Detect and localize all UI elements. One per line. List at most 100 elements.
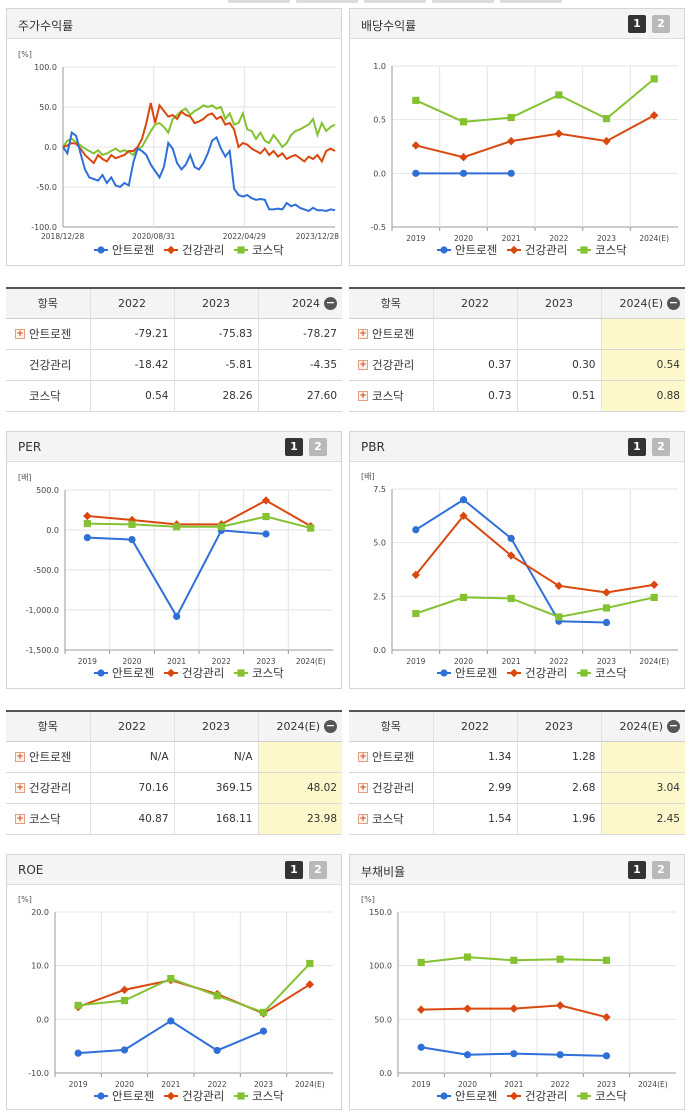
- expand-icon[interactable]: +: [358, 391, 368, 401]
- debt-ratio-chart: [%] 150.0 100.0 50.0 0.0 2019 2020 2021 2022 2023…: [361, 895, 676, 1103]
- data-point: [262, 530, 270, 538]
- value-cell: 0.73: [432, 380, 517, 412]
- expand-icon[interactable]: +: [358, 783, 368, 793]
- view-2-button[interactable]: 2: [652, 861, 670, 879]
- data-point: [602, 1012, 611, 1022]
- data-point: [507, 169, 515, 177]
- column-header: 2022: [89, 288, 174, 319]
- column-header-label: 2024: [292, 296, 320, 310]
- expand-icon[interactable]: +: [358, 360, 368, 370]
- legend-label: 건강관리: [182, 1089, 224, 1103]
- collapse-icon[interactable]: −: [324, 719, 337, 733]
- x-tick-label: 2022: [549, 234, 568, 243]
- series-line: [62, 130, 336, 213]
- expand-icon[interactable]: +: [15, 814, 25, 824]
- series-line: [87, 499, 312, 528]
- series-line: [415, 114, 655, 159]
- panel-header: PBR 1 2: [350, 432, 684, 462]
- dividend-yield-chart: 1.0 0.5 0.0 -0.5 2019 2020 2021 2022 2023 2024(E)…: [370, 62, 678, 257]
- table-row: + 코스닥 40.87 168.11 23.98: [6, 803, 342, 835]
- data-point: [128, 520, 136, 528]
- data-point: [167, 1017, 175, 1025]
- table-header-row: 항목 2022 2023 2024−: [6, 288, 342, 319]
- row-label-cell: + 건강관리: [349, 349, 433, 381]
- value-cell: 0.51: [516, 380, 601, 412]
- row-label: 건강관리: [29, 780, 72, 795]
- collapse-icon[interactable]: −: [667, 719, 680, 733]
- expand-icon[interactable]: +: [15, 783, 25, 793]
- view-2-button[interactable]: 2: [652, 438, 670, 456]
- value-cell: [600, 741, 685, 773]
- legend-marker: [237, 1092, 245, 1100]
- row-label-cell: + 코스닥: [6, 803, 90, 835]
- y-tick-label: -0.5: [370, 223, 386, 232]
- value-cell: 70.16: [89, 772, 174, 804]
- legend-label: 안트로젠: [455, 1089, 497, 1103]
- data-point: [555, 1001, 565, 1010]
- legend-label: 안트로젠: [455, 243, 497, 257]
- view-1-button[interactable]: 1: [628, 861, 646, 879]
- series-line: [62, 102, 336, 165]
- series-line: [87, 529, 267, 619]
- data-point: [120, 985, 129, 995]
- view-2-button[interactable]: 2: [309, 861, 327, 879]
- view-1-button[interactable]: 1: [285, 438, 303, 456]
- data-point: [120, 1046, 129, 1054]
- data-point: [262, 512, 270, 521]
- expand-icon[interactable]: +: [15, 329, 25, 339]
- legend-marker: [97, 1092, 105, 1100]
- legend-marker: [440, 1092, 448, 1100]
- expand-icon[interactable]: +: [358, 329, 368, 339]
- y-tick-label: -100.0: [31, 223, 57, 232]
- data-point: [459, 496, 468, 504]
- x-tick-label: 2019: [406, 234, 425, 243]
- value-cell: 2.68: [516, 772, 601, 804]
- unit-label: [%]: [18, 895, 32, 904]
- data-point: [507, 113, 515, 122]
- data-point: [167, 974, 175, 983]
- view-1-button[interactable]: 1: [285, 861, 303, 879]
- x-tick-label: 2022: [208, 1080, 227, 1089]
- value-cell: 0.54: [600, 349, 685, 381]
- view-2-button[interactable]: 2: [309, 438, 327, 456]
- data-point: [213, 992, 221, 1000]
- legend-marker: [97, 669, 105, 677]
- per-chart: [배] 500.0 0.0 -500.0 -1,000.0 -1,500.0 2019 202…: [18, 473, 333, 680]
- collapse-icon[interactable]: −: [324, 296, 337, 310]
- data-point: [213, 1046, 221, 1055]
- expand-icon[interactable]: +: [358, 752, 368, 762]
- view-2-button[interactable]: 2: [652, 15, 670, 33]
- row-label-cell: 코스닥: [6, 380, 90, 412]
- collapse-icon[interactable]: −: [667, 296, 680, 310]
- panel-title: 주가수익률: [18, 19, 74, 33]
- data-point: [509, 1004, 519, 1013]
- column-header: 2023: [173, 711, 258, 742]
- data-point: [412, 526, 420, 534]
- data-point: [307, 524, 315, 532]
- legend-label: 안트로젠: [112, 243, 154, 257]
- table-row: + 건강관리 2.99 2.68 3.04: [349, 772, 685, 804]
- expand-icon[interactable]: +: [15, 752, 25, 762]
- row-label-cell: + 건강관리: [6, 772, 90, 804]
- y-tick-label: 50.0: [39, 103, 57, 112]
- data-point: [463, 1004, 472, 1013]
- x-tick-label: 2021: [161, 1080, 180, 1089]
- value-cell: 369.15: [173, 772, 258, 804]
- panel-header: ROE 1 2: [7, 855, 341, 885]
- view-1-button[interactable]: 1: [628, 438, 646, 456]
- expand-icon[interactable]: +: [358, 814, 368, 824]
- data-point: [650, 75, 658, 83]
- view-1-button[interactable]: 1: [628, 15, 646, 33]
- table-header-row: 항목 2022 2023 2024(E) −: [349, 711, 685, 742]
- table-row: 코스닥 0.54 28.26 27.60: [6, 380, 342, 412]
- x-tick-label: 2020/08/31: [132, 232, 175, 241]
- data-point: [261, 496, 271, 505]
- unit-label: [배]: [361, 472, 375, 481]
- data-point: [412, 96, 420, 104]
- row-label: 건강관리: [372, 357, 415, 372]
- pbr-table: 항목 2022 2023 2024(E) − + 안트로젠 1.34 1.28 + 건강관리 2.99…: [349, 710, 685, 835]
- column-header-label: 항목: [380, 720, 401, 734]
- legend-marker: [580, 669, 588, 677]
- debt-ratio-panel: 부채비율 1 2 [%] 150.0 100.0 50.0 0.0 2019 2020 202…: [349, 854, 685, 1110]
